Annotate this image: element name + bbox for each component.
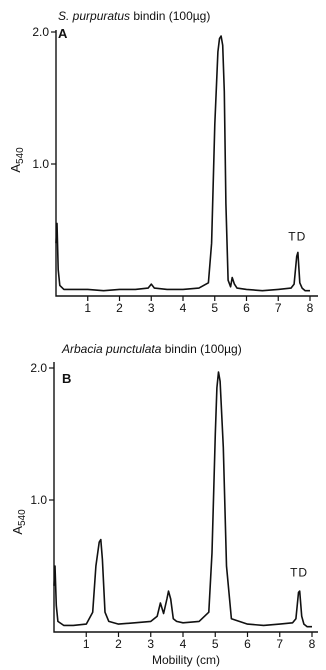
panel-b-x-tick-label-3: 3: [147, 637, 154, 651]
panel-a-x-tick-label-3: 3: [148, 301, 155, 315]
panel-a-y-axis-label-main: A: [8, 164, 23, 173]
panel-b-y-axis-label-sub: 540: [17, 509, 28, 526]
panel-a-y-axis-label: A540: [8, 147, 26, 173]
panel-b-letter: B: [62, 371, 71, 386]
panel-a-y-tick-label-1.0: 1.0: [32, 157, 49, 171]
panel-a-x-tick-label-6: 6: [243, 301, 250, 315]
panel-a-title-species: S. purpuratus: [58, 9, 130, 23]
panel-a-title-rest: bindin (100µg): [130, 9, 210, 23]
panel-b-x-tick-label-1: 1: [83, 637, 90, 651]
panel-b-title-species: Arbacia punctulata: [61, 342, 162, 356]
panel-a-y-tick-label-2.0: 2.0: [32, 25, 49, 39]
panel-a-x-tick-label-2: 2: [116, 301, 123, 315]
panel-b-x-tick-label-7: 7: [276, 637, 283, 651]
panel-a-axes: [55, 30, 318, 297]
panel-b-trace: [53, 371, 312, 628]
panel-a-x-tick-label-7: 7: [275, 301, 282, 315]
panel-b-x-axis-label: Mobility (cm): [152, 653, 220, 667]
panel-b-title-rest: bindin (100µg): [161, 342, 241, 356]
panel-b-y-tick-label-1.0: 1.0: [30, 493, 47, 507]
panel-b-x-tick-label-6: 6: [244, 637, 251, 651]
panel-b-x-tick-label-4: 4: [180, 637, 187, 651]
panel-b-axes: [53, 362, 318, 633]
panel-a-annotation-td: TD: [288, 230, 306, 244]
panel-a-trace: [55, 35, 310, 292]
panel-b-annotation-td: TD: [290, 566, 308, 580]
panel-a-x-tick-label-5: 5: [211, 301, 218, 315]
panel-b-densitometer-scan: Arbacia punctulata bindin (100µg) B A540…: [10, 342, 318, 667]
panel-b-y-axis-label-main: A: [10, 526, 25, 535]
panel-a-letter: A: [58, 26, 68, 41]
panel-b-x-tick-label-5: 5: [212, 637, 219, 651]
panel-b-title: Arbacia punctulata bindin (100µg): [61, 342, 242, 356]
panel-b-y-tick-label-2.0: 2.0: [30, 361, 47, 375]
panel-a-x-tick-label-4: 4: [180, 301, 187, 315]
panel-a-x-tick-label-1: 1: [84, 301, 91, 315]
panel-a-y-axis-label-sub: 540: [15, 147, 26, 164]
panel-b-x-tick-label-2: 2: [115, 637, 122, 651]
panel-a-ticks: 1 2 3 4 5 6 7 8 1.0 2.0: [32, 25, 313, 315]
panel-a-title: S. purpuratus bindin (100µg): [58, 9, 210, 23]
panel-b-y-axis-label: A540: [10, 509, 28, 535]
panel-b-ticks: 1 2 3 4 5 6 7 8 1.0 2.0: [30, 361, 315, 651]
panel-b-x-tick-label-8: 8: [309, 637, 316, 651]
panel-a-x-tick-label-8: 8: [307, 301, 314, 315]
